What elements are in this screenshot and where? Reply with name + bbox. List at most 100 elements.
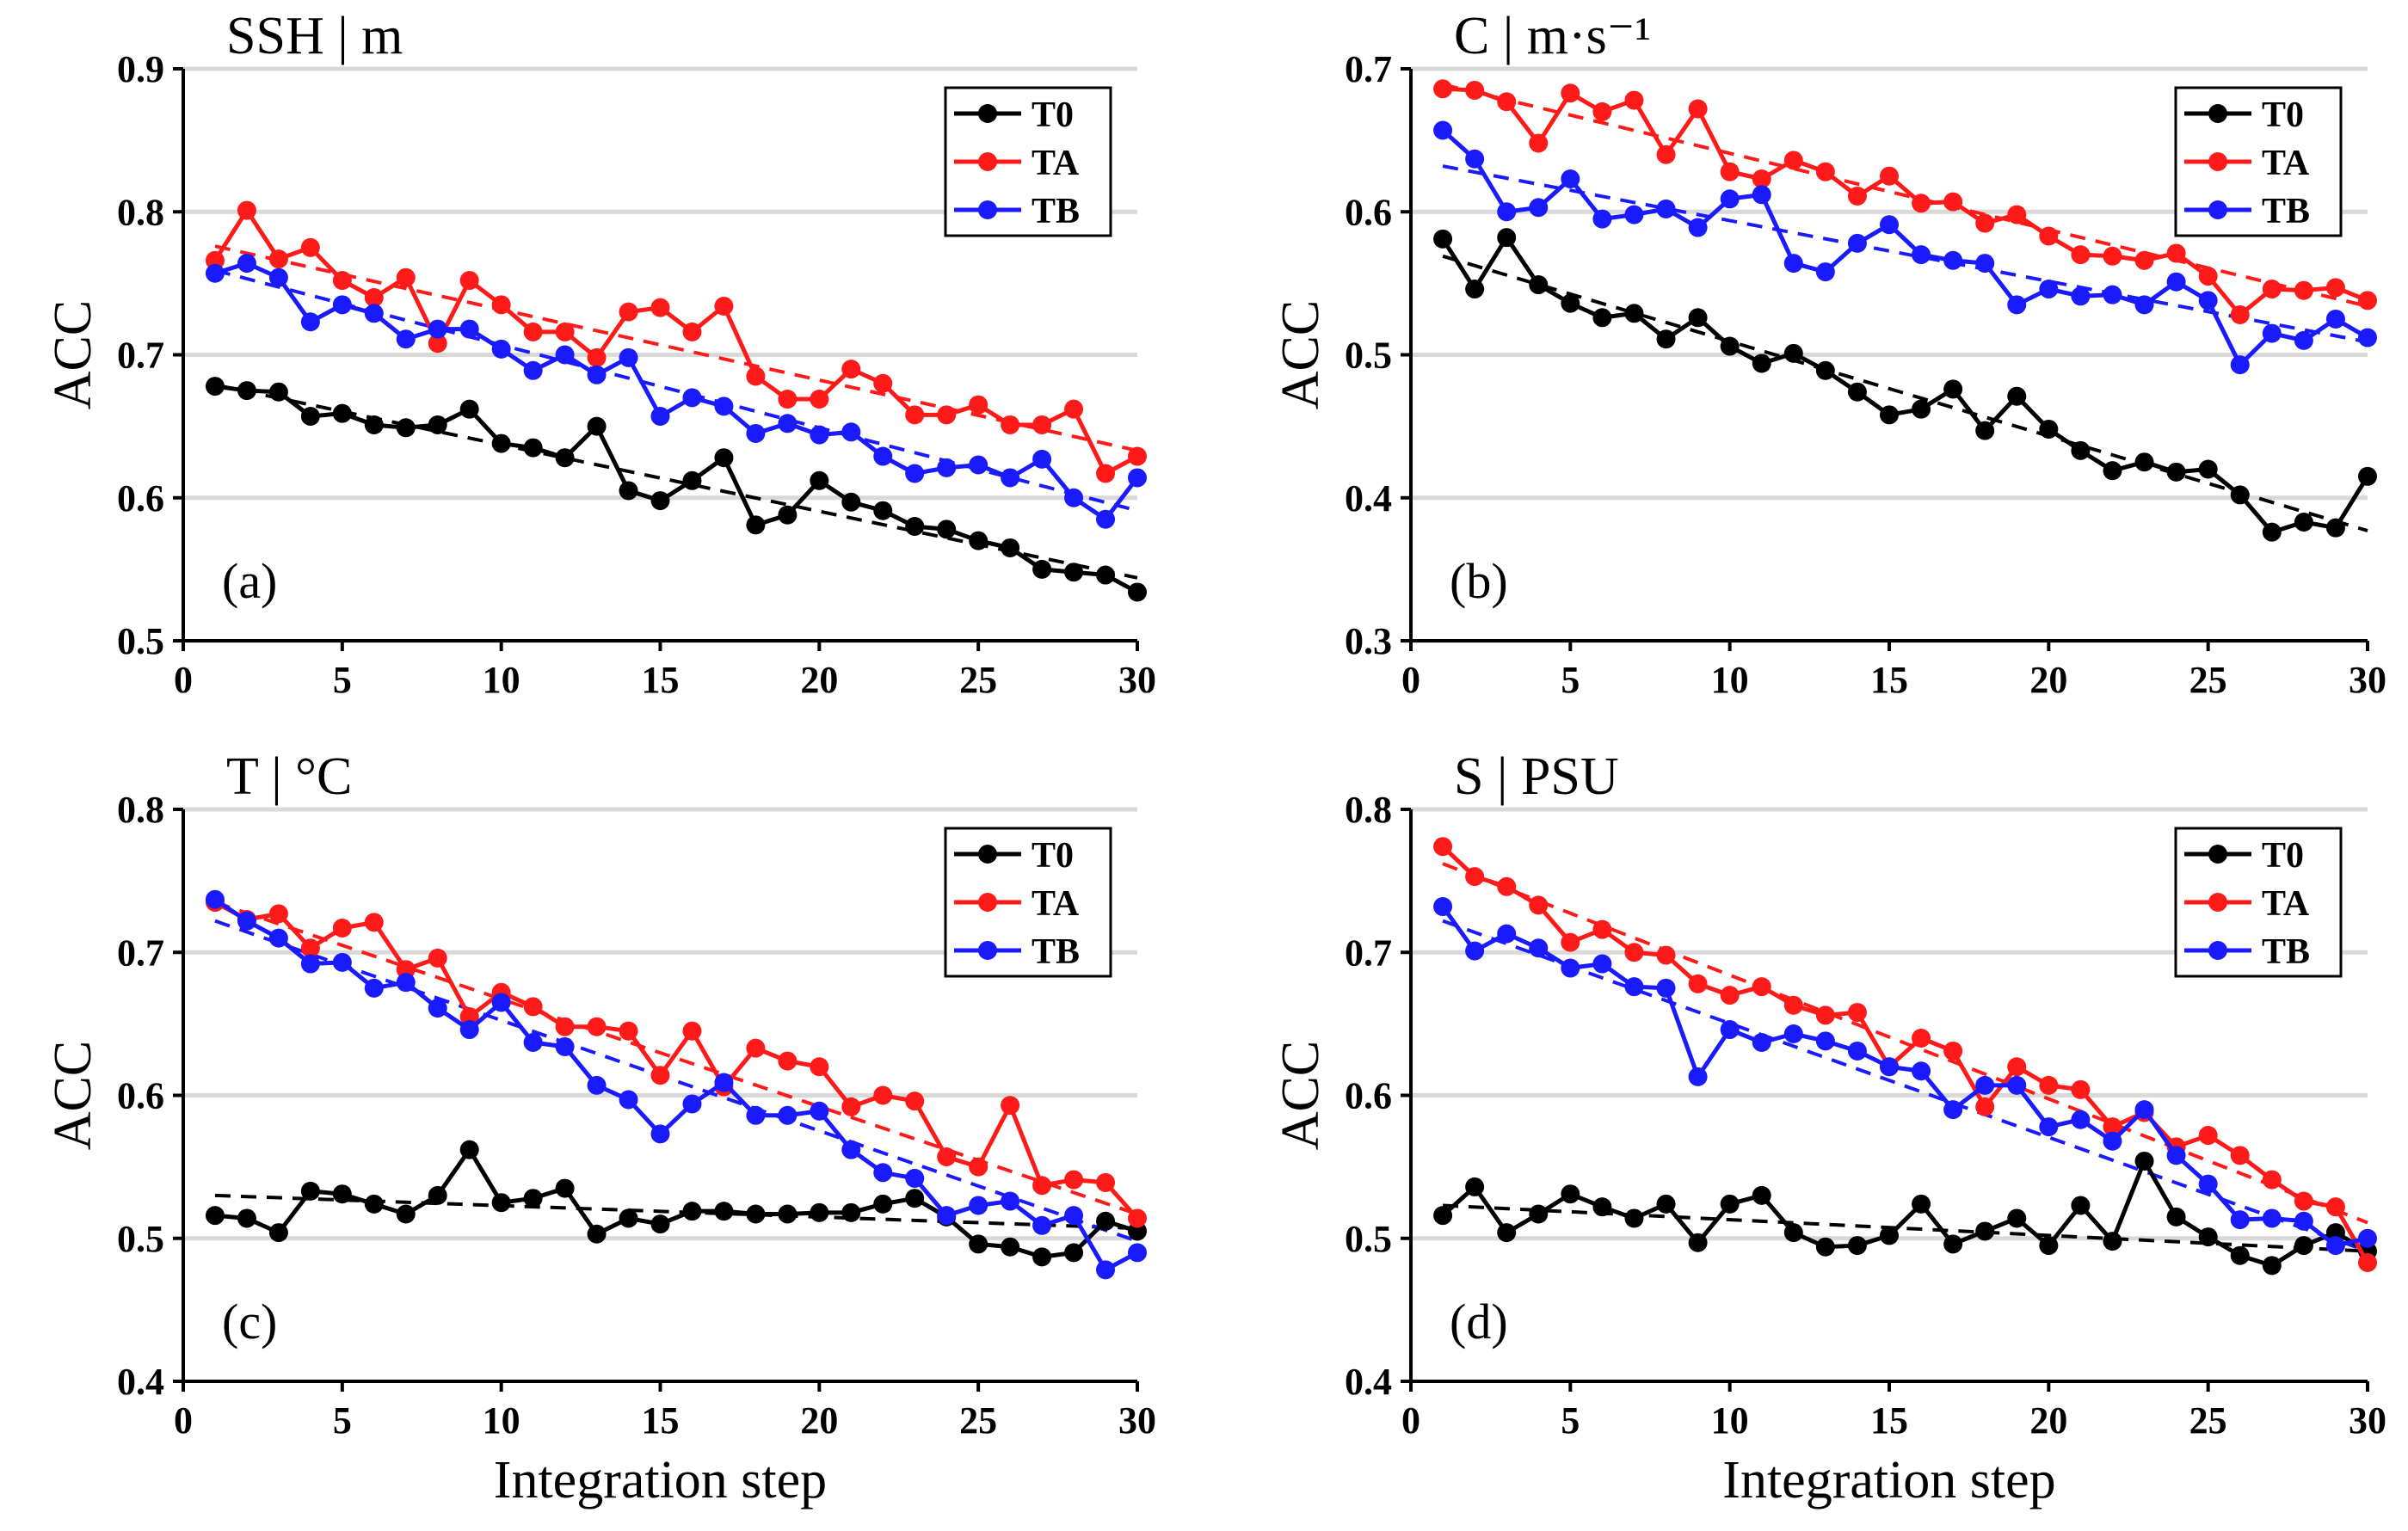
data-point-t0 xyxy=(1975,421,1995,440)
data-point-tb xyxy=(300,312,320,332)
data-point-t0 xyxy=(714,448,734,468)
panel-c: 0.4 0.5 0.6 0.7 0.8 0 5 10 15 20 25 30 ACC Integratio… xyxy=(44,747,1156,1509)
x-tick-label: 10 xyxy=(483,1399,520,1442)
y-tick-label: 0.4 xyxy=(1345,477,1392,520)
data-point-ta xyxy=(2358,1253,2377,1273)
trend-line-t0 xyxy=(1442,1203,2368,1253)
y-tick-label: 0.6 xyxy=(1345,1075,1392,1117)
x-tick-label: 5 xyxy=(1561,659,1580,701)
data-point-ta xyxy=(1975,1097,1995,1116)
y-tick-label: 0.5 xyxy=(1345,335,1392,377)
data-point-ta xyxy=(1847,1003,1867,1023)
x-tick-label: 10 xyxy=(1711,659,1749,701)
data-point-tb xyxy=(491,993,511,1012)
data-point-tb xyxy=(1128,1243,1147,1263)
data-point-tb xyxy=(1943,250,1963,270)
data-point-tb xyxy=(2230,1210,2250,1230)
data-point-tb xyxy=(873,1163,893,1183)
data-point-ta xyxy=(587,347,607,367)
data-point-tb xyxy=(2134,295,2154,315)
data-point-tb xyxy=(1529,938,1549,958)
data-point-t0 xyxy=(555,448,575,468)
panel-letter: (a) xyxy=(222,553,277,609)
data-point-tb xyxy=(555,345,575,365)
data-point-t0 xyxy=(1497,1223,1517,1243)
data-point-ta xyxy=(1561,83,1580,103)
data-point-ta xyxy=(300,938,320,958)
data-point-t0 xyxy=(1783,343,1803,363)
data-point-ta xyxy=(523,997,543,1017)
data-point-t0 xyxy=(1720,1194,1740,1214)
y-axis-label: ACC xyxy=(1272,1041,1330,1150)
data-point-t0 xyxy=(2039,1236,2059,1256)
data-point-tb xyxy=(2325,309,2345,329)
data-point-tb xyxy=(555,1036,575,1056)
data-point-t0 xyxy=(1847,382,1867,402)
data-point-ta xyxy=(650,298,670,317)
data-point-t0 xyxy=(1975,1221,1995,1241)
data-point-tb xyxy=(778,414,798,433)
data-point-t0 xyxy=(1943,1234,1963,1254)
data-point-ta xyxy=(810,390,829,409)
data-point-t0 xyxy=(682,1202,702,1221)
data-point-t0 xyxy=(2325,518,2345,538)
data-point-ta xyxy=(746,366,766,386)
y-tick-label: 0.9 xyxy=(117,48,164,90)
data-point-t0 xyxy=(2007,386,2027,406)
data-point-tb xyxy=(205,263,225,283)
data-point-ta xyxy=(332,271,352,291)
data-point-ta xyxy=(2230,304,2250,324)
data-point-t0 xyxy=(1912,399,1931,419)
data-point-t0 xyxy=(746,515,766,535)
data-point-tb xyxy=(1465,941,1485,961)
data-point-tb xyxy=(2198,291,2218,311)
data-point-ta xyxy=(1561,932,1580,952)
data-point-t0 xyxy=(1433,229,1453,249)
data-point-ta xyxy=(268,904,288,924)
legend: T0 TA TB xyxy=(944,86,1112,237)
y-tick-label: 0.5 xyxy=(117,1218,164,1260)
data-point-tb xyxy=(1096,1260,1116,1280)
data-point-ta xyxy=(2198,267,2218,286)
x-tick-label: 25 xyxy=(2189,1399,2227,1442)
data-point-t0 xyxy=(1880,1226,1899,1245)
data-point-t0 xyxy=(841,1202,861,1222)
data-point-tb xyxy=(523,360,543,380)
data-point-t0 xyxy=(459,1140,479,1159)
data-point-t0 xyxy=(2262,522,2282,542)
panel-d: 0.4 0.5 0.6 0.7 0.8 0 5 10 15 20 25 30 ACC Integratio… xyxy=(1272,747,2386,1509)
trend-line-t0 xyxy=(1442,254,2368,532)
data-point-t0 xyxy=(2294,513,2313,532)
data-point-ta xyxy=(1064,1170,1084,1190)
data-point-tb xyxy=(1561,169,1580,189)
x-tick-label: 10 xyxy=(483,659,520,701)
data-point-ta xyxy=(1688,99,1708,119)
data-point-tb xyxy=(396,973,416,993)
data-point-t0 xyxy=(2198,1227,2218,1247)
data-point-t0 xyxy=(969,1234,988,1254)
trend-line-tb xyxy=(214,919,1138,1243)
data-point-ta xyxy=(873,1085,893,1105)
data-point-ta xyxy=(2198,1126,2218,1146)
data-point-ta xyxy=(2325,1197,2345,1217)
y-tick-label: 0.3 xyxy=(1345,620,1392,662)
data-point-t0 xyxy=(2071,1196,2091,1215)
data-point-t0 xyxy=(1752,1185,1771,1205)
data-point-ta xyxy=(1497,92,1517,112)
data-point-tb xyxy=(587,365,607,384)
data-point-t0 xyxy=(459,399,479,419)
data-point-tb xyxy=(2358,1228,2377,1248)
data-point-ta xyxy=(1128,1208,1147,1228)
data-point-t0 xyxy=(1943,379,1963,399)
data-point-t0 xyxy=(1465,1177,1485,1196)
data-point-ta xyxy=(969,1157,988,1177)
data-point-ta xyxy=(2103,1117,2122,1137)
data-point-tb xyxy=(1752,1032,1771,1052)
x-tick-label: 0 xyxy=(1401,1399,1420,1442)
data-point-tb xyxy=(459,319,479,339)
data-point-tb xyxy=(1032,1215,1052,1235)
data-point-ta xyxy=(841,360,861,379)
panel-title: C | m·s⁻¹ xyxy=(1454,7,1651,65)
data-point-t0 xyxy=(810,470,829,490)
data-point-t0 xyxy=(1720,336,1740,356)
